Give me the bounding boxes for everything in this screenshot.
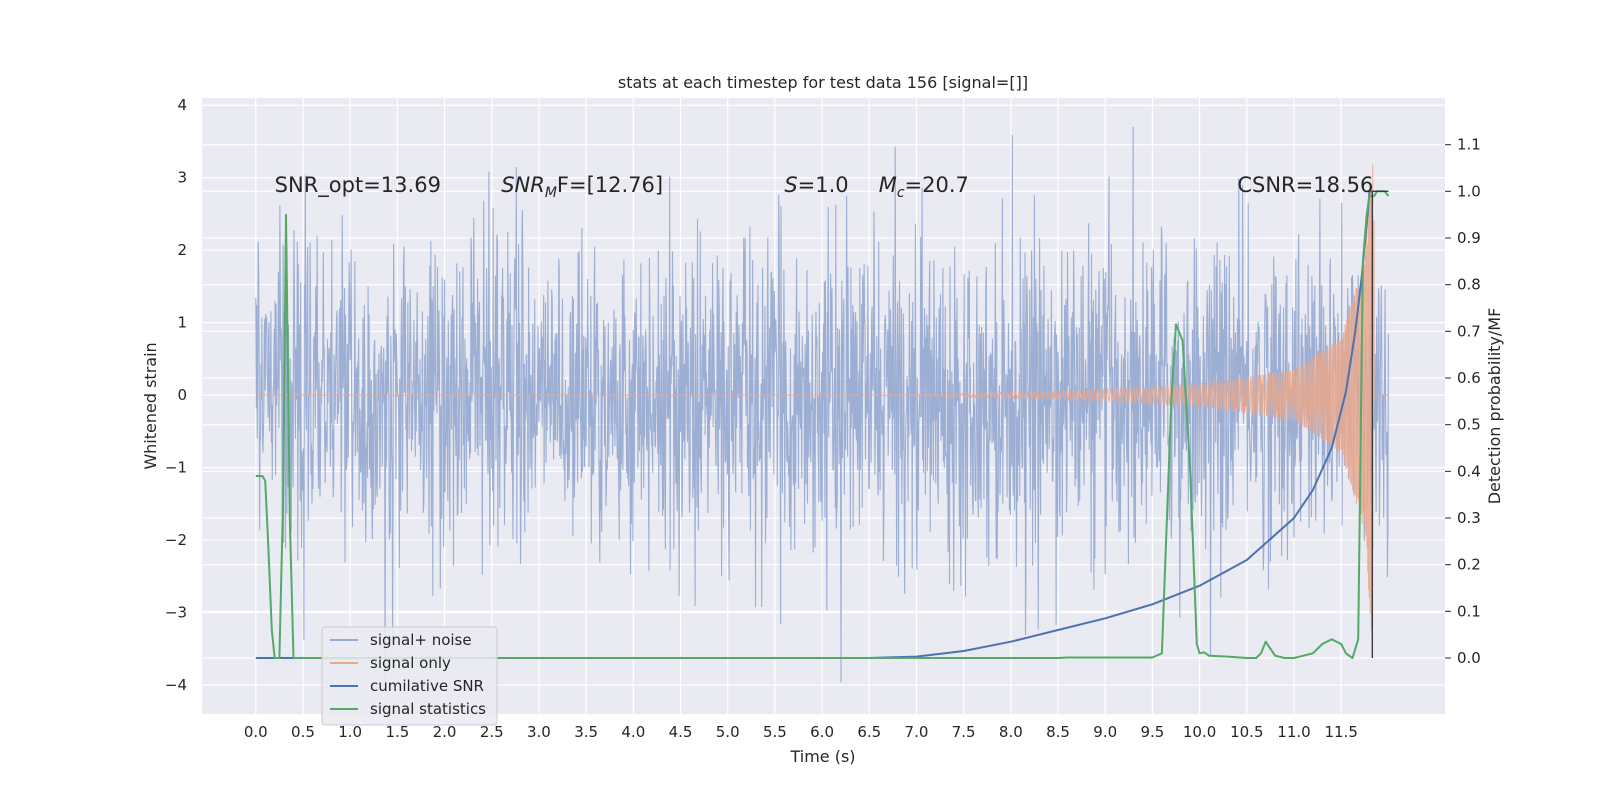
x-tick-label: 2.0 — [433, 723, 457, 741]
x-tick-label: 10.5 — [1230, 723, 1263, 741]
chart-title: stats at each timestep for test data 156… — [618, 73, 1028, 92]
annotations: SNR_opt=13.69 SNRMF=[12.76] S=1.0 Mc=20.7 CS… — [275, 173, 1374, 201]
right-y-tick-label: 0.1 — [1457, 602, 1481, 620]
x-tick-label: 10.0 — [1183, 723, 1216, 741]
right-y-tick-label: 0.2 — [1457, 556, 1481, 574]
x-tick-label: 7.5 — [952, 723, 976, 741]
annotation-csnr: CSNR=18.56 — [1237, 173, 1373, 197]
y-tick-label: −3 — [165, 604, 187, 622]
y-tick-label: 3 — [177, 169, 187, 187]
right-y-tick-label: 0.7 — [1457, 322, 1481, 340]
x-tick-label: 5.5 — [763, 723, 787, 741]
right-y-tick-label: 0.4 — [1457, 462, 1481, 480]
legend-label: signal statistics — [370, 700, 486, 718]
x-tick-label: 1.5 — [385, 723, 409, 741]
right-y-tick-label: 0.3 — [1457, 509, 1481, 527]
y-tick-label: 4 — [177, 96, 187, 114]
right-y-tick-label: 0.0 — [1457, 649, 1481, 667]
right-y-tick-label: 0.5 — [1457, 416, 1481, 434]
series-line — [255, 190, 1390, 659]
x-tick-label: 8.5 — [1046, 723, 1070, 741]
x-tick-label: 11.5 — [1324, 723, 1357, 741]
legend-label: cumilative SNR — [370, 677, 484, 695]
x-tick-label: 0.5 — [291, 723, 315, 741]
series-layer — [255, 126, 1390, 690]
x-axis-label: Time (s) — [789, 747, 855, 766]
y-axis-label: Whitened strain — [141, 342, 160, 469]
x-tick-label: 4.5 — [669, 723, 693, 741]
annotation-s-val: S=1.0 — [784, 173, 848, 197]
x-tick-label: 3.0 — [527, 723, 551, 741]
y-tick-label: 1 — [177, 314, 187, 332]
x-tick-label: 3.5 — [574, 723, 598, 741]
legend-label: signal only — [370, 654, 451, 672]
y-tick-label: −2 — [165, 531, 187, 549]
x-tick-label: 4.0 — [621, 723, 645, 741]
right-y-tick-label: 1.0 — [1457, 182, 1481, 200]
right-y-axis-ticks: 0.0 0.1 0.2 0.3 0.4 0.5 0.6 0.7 0.8 0.9 1.0 1.1 — [1445, 136, 1481, 667]
right-y-tick-label: 0.9 — [1457, 229, 1481, 247]
right-y-tick-label: 0.6 — [1457, 369, 1481, 387]
annotation-snr-opt: SNR_opt=13.69 — [275, 173, 441, 198]
annotation-mc-val: Mc=20.7 — [879, 173, 969, 201]
y-tick-label: −4 — [165, 676, 187, 694]
x-tick-label: 8.0 — [999, 723, 1023, 741]
legend-box — [321, 626, 498, 726]
x-tick-label: 9.5 — [1140, 723, 1164, 741]
x-tick-label: 5.0 — [716, 723, 740, 741]
x-tick-label: 9.0 — [1093, 723, 1117, 741]
x-tick-label: 0.0 — [244, 723, 268, 741]
y-axis-ticks: −4 −3 −2 −1 0 1 2 3 4 — [165, 96, 187, 694]
series-signal-statistics — [255, 190, 1390, 659]
annotation-snr-mf: SNRMF=[12.76] — [501, 173, 663, 201]
x-tick-label: 6.5 — [857, 723, 881, 741]
x-axis-ticks: 0.0 0.5 1.0 1.5 2.0 2.5 3.0 3.5 4.0 4.5 5.0 5.5 6.0 6… — [244, 723, 1358, 741]
right-y-tick-label: 1.1 — [1457, 136, 1481, 154]
y-tick-label: 2 — [177, 241, 187, 259]
right-y-tick-label: 0.8 — [1457, 276, 1481, 294]
signal-trace — [255, 164, 1389, 635]
right-y-axis-label: Detection probability/MF — [1485, 308, 1504, 505]
x-tick-label: 7.0 — [905, 723, 929, 741]
x-tick-label: 1.0 — [338, 723, 362, 741]
series-signal-only — [255, 164, 1389, 635]
legend-label: signal+ noise — [370, 631, 472, 649]
legend: signal+ noise signal only cumilative SNR si… — [321, 626, 498, 726]
x-tick-label: 6.0 — [810, 723, 834, 741]
y-tick-label: 0 — [177, 386, 187, 404]
y-tick-label: −1 — [165, 459, 187, 477]
x-tick-label: 11.0 — [1277, 723, 1310, 741]
x-tick-label: 2.5 — [480, 723, 504, 741]
